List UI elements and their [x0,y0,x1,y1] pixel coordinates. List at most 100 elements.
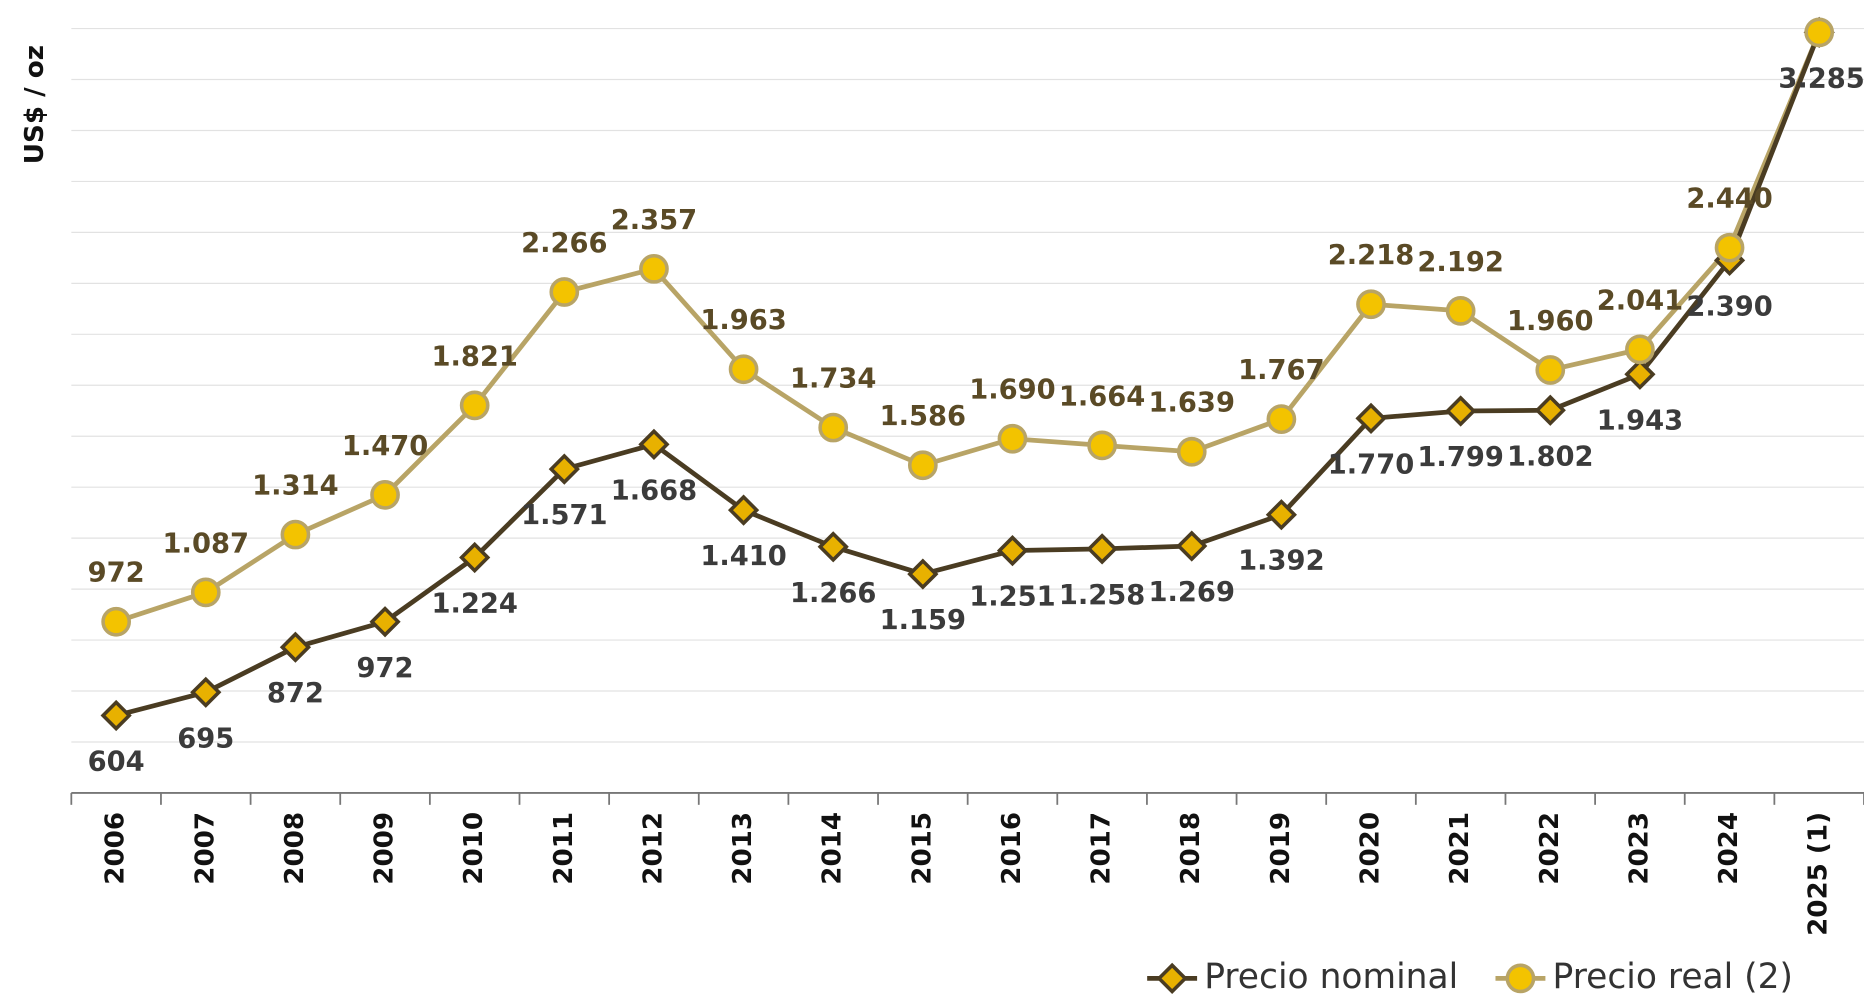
data-label: 2.218 [1328,240,1414,271]
series-line [115,31,1822,624]
data-point [907,558,939,590]
data-label: 1.571 [521,500,607,531]
data-point [818,412,849,443]
data-label: 1.251 [969,582,1055,613]
data-point [1266,404,1297,435]
data-point [280,519,311,550]
data-label: 1.314 [252,471,338,502]
data-point [1535,355,1566,385]
data-label: 3.285 [1778,63,1864,94]
data-label: 1.410 [700,541,786,572]
x-tick-label: 2014 [818,812,848,885]
x-tick-label: 2006 [101,812,131,885]
data-label: 1.470 [342,431,428,462]
data-label: 1.269 [1149,577,1235,608]
data-point [1624,358,1656,390]
data-label: 695 [177,723,234,754]
legend-marker [1156,962,1188,994]
data-point [279,631,312,663]
data-label: 1.224 [431,589,517,620]
data-point [1356,289,1386,320]
data-label: 1.767 [1238,355,1324,386]
data-point [548,453,580,485]
x-tick-label: 2013 [728,812,758,885]
data-point [996,535,1029,567]
x-tick-label: 2020 [1356,812,1386,885]
data-label: 972 [357,653,414,684]
data-point [638,428,670,460]
data-point [1355,402,1387,434]
data-point [190,676,222,708]
data-label: 1.392 [1238,546,1324,577]
data-label: 1.087 [163,528,249,559]
data-label: 1.821 [431,341,517,372]
data-label: 1.639 [1149,388,1235,419]
data-point [549,277,580,307]
y-axis-label: US$ / oz [20,45,50,164]
data-point [101,606,132,637]
data-point [190,577,221,608]
x-tick-label: 2016 [997,812,1027,885]
x-tick-label: 2007 [190,812,220,885]
data-point [100,699,132,732]
legend-marker [1505,963,1536,994]
data-point [817,531,849,563]
data-point [1087,430,1117,461]
data-label: 1.266 [790,578,876,609]
x-tick-label: 2009 [370,812,400,885]
data-label: 1.802 [1507,441,1593,472]
data-label: 872 [267,678,324,709]
x-tick-label: 2021 [1445,812,1475,885]
data-point [459,541,491,574]
x-tick-label: 2023 [1624,812,1654,885]
data-label: 1.799 [1417,442,1503,473]
x-tick-label: 2012 [638,812,668,885]
x-tick-label: 2015 [907,812,937,885]
x-tick-label: 2024 [1714,812,1744,885]
x-tick-label: 2022 [1535,812,1565,885]
x-tick-label: 2008 [280,812,310,885]
data-point [997,423,1028,454]
data-point [1176,436,1207,467]
data-label: 1.668 [611,475,697,506]
data-point [1714,232,1745,263]
data-point [1265,499,1297,531]
data-label: 2.357 [611,205,697,236]
data-point [727,494,760,526]
x-tick-label: 2018 [1176,812,1206,885]
data-label: 1.159 [880,605,966,636]
x-tick-label: 2017 [1087,812,1117,885]
legend-label: Precio real (2) [1553,957,1793,997]
data-label: 2.440 [1686,184,1772,215]
data-point [907,450,938,481]
data-label: 1.586 [880,401,966,432]
x-tick-label: 2011 [549,812,579,885]
data-label: 1.690 [969,375,1055,406]
data-point [1625,334,1655,365]
x-tick-label: 2025 (1) [1804,812,1834,936]
data-label: 1.258 [1059,580,1145,611]
data-label: 1.664 [1059,381,1145,412]
legend-label: Precio nominal [1204,957,1458,997]
data-point [1176,530,1208,562]
data-label: 2.390 [1686,291,1772,322]
data-label: 1.734 [790,364,876,395]
data-point [369,606,401,638]
data-label: 1.963 [700,305,786,336]
data-label: 1.770 [1328,449,1414,480]
x-tick-label: 2010 [459,812,489,885]
data-point [1445,395,1477,427]
data-point [370,479,400,510]
data-label: 1.960 [1507,306,1593,337]
data-label: 2.192 [1417,247,1503,278]
data-label: 1.943 [1597,405,1683,436]
data-label: 2.266 [521,228,607,259]
data-point [459,390,490,421]
data-point [639,253,669,284]
data-label: 972 [88,558,145,589]
data-point [1534,394,1566,426]
data-point [1804,17,1835,48]
data-point [1445,296,1476,326]
x-tick-label: 2019 [1266,812,1296,885]
